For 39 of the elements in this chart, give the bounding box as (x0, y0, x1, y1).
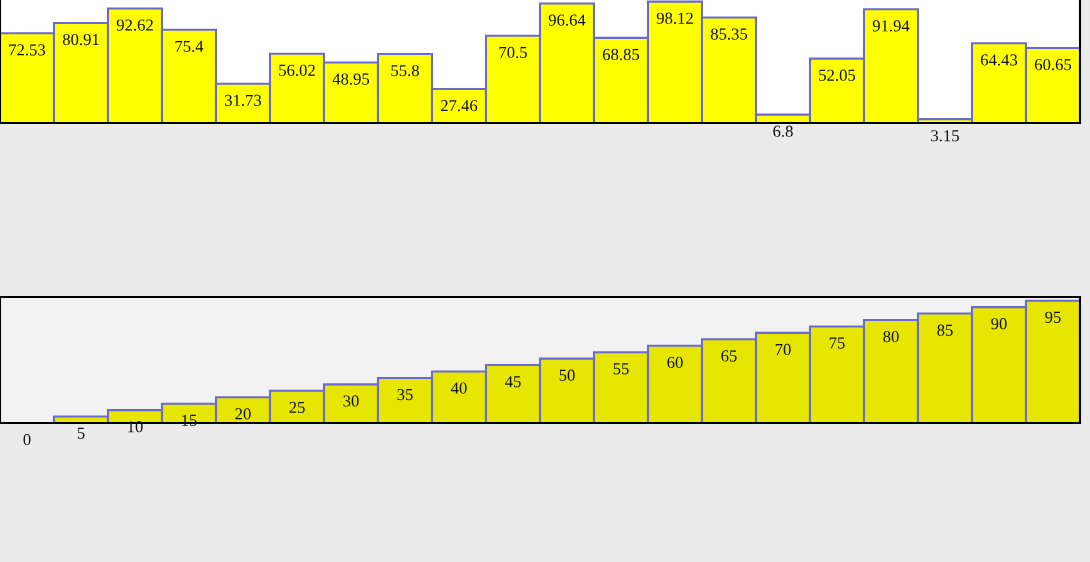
data-label: 10 (128, 421, 143, 433)
data-label: 85 (937, 324, 953, 336)
data-label: 30 (343, 395, 359, 407)
data-label: 60 (667, 356, 683, 368)
data-label: 70 (775, 343, 791, 356)
data-label: 31.73 (225, 94, 262, 107)
data-label: 55.8 (391, 64, 419, 77)
data-label: 98.12 (656, 12, 693, 24)
data-label: 72.53 (9, 44, 46, 56)
data-label: 0 (23, 433, 31, 446)
data-label: 55 (613, 363, 629, 375)
data-label: 80.91 (62, 33, 99, 46)
data-label: 80 (883, 330, 899, 343)
data-label: 52.05 (819, 69, 856, 81)
data-label: 45 (504, 376, 521, 388)
data-label: 3.15 (931, 130, 959, 142)
data-label: 96.64 (548, 14, 586, 26)
data-label: 68.85 (602, 48, 640, 61)
data-label: 85.35 (710, 28, 748, 40)
data-label: 60.65 (1034, 58, 1072, 71)
data-label: 35 (397, 388, 413, 401)
data-label: 75 (829, 337, 845, 349)
data-label: 20 (235, 408, 251, 420)
data-label: 25 (289, 401, 305, 414)
data-label: 95 (1045, 311, 1061, 323)
data-label: 75.4 (175, 40, 204, 53)
data-label: 40 (450, 382, 467, 394)
data-label: 27.46 (440, 100, 478, 112)
data-label: 90 (991, 318, 1007, 330)
data-label: 70.5 (499, 46, 527, 59)
data-label: 5 (77, 427, 85, 439)
data-label: 92.62 (116, 19, 153, 31)
data-label: 91.94 (872, 20, 910, 32)
data-label: 56.02 (279, 64, 315, 77)
data-label: 6.8 (773, 125, 793, 137)
data-label: 65 (721, 350, 737, 362)
data-label: 64.43 (980, 54, 1018, 66)
data-label: 48.95 (332, 73, 370, 85)
data-label: 50 (559, 369, 575, 381)
